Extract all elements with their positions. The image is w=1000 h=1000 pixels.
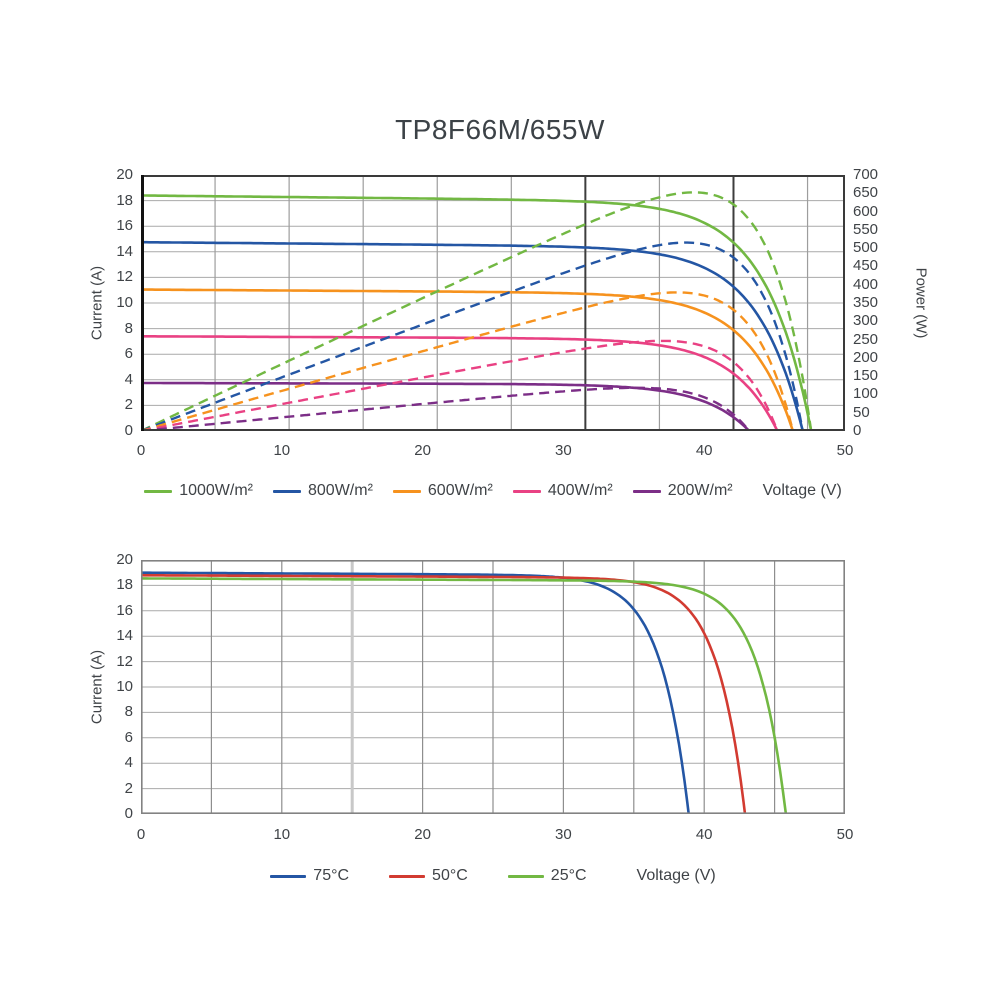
y-tick-label-right: 400 (853, 275, 879, 293)
y-tick-label-left: 16 (116, 217, 133, 235)
y-tick-label-left: 12 (116, 268, 133, 286)
x-tick-label: 30 (555, 442, 572, 459)
y-tick-label-left: 20 (116, 551, 133, 568)
x-axis-label: Voltage (V) (762, 482, 842, 499)
iv-curve (141, 194, 813, 431)
pv-curve-dashed (141, 241, 804, 431)
page-title: TP8F66M/655W (395, 114, 605, 145)
y-tick-label-right: 350 (853, 294, 879, 311)
legend-item-2: 50°C (389, 867, 468, 885)
y-tick-label-left: 18 (116, 191, 133, 209)
pv-curve-dashed (141, 386, 751, 431)
power-axis-label: Power (W) (912, 267, 930, 339)
iv-curve (141, 573, 747, 814)
legend-swatch (389, 874, 426, 878)
legend-item-3: 600W/m² (392, 482, 493, 500)
y-tick-label-right: 0 (853, 422, 862, 439)
y-tick-label-right: 300 (853, 312, 879, 330)
pv-curve-dashed (141, 339, 779, 431)
y-tick-label-right: 650 (853, 184, 879, 202)
y-tick-label-left: 12 (116, 652, 133, 670)
y-tick-label-right: 550 (853, 220, 879, 238)
x-tick-label: 0 (136, 442, 146, 459)
legend-item-1: 1000W/m² (144, 482, 253, 500)
y-tick-label-left: 0 (124, 805, 133, 822)
y-tick-label-right: 50 (853, 403, 870, 421)
legend-swatch (270, 874, 307, 878)
y-tick-label-right: 700 (853, 166, 879, 183)
y-tick-label-left: 8 (124, 319, 133, 337)
x-tick-label: 10 (273, 442, 291, 459)
iv-curve (141, 571, 691, 814)
legend-swatch (512, 489, 541, 493)
x-tick-label: 20 (414, 826, 431, 843)
legend-label: 50°C (432, 867, 468, 884)
y-tick-label-right: 150 (853, 367, 879, 385)
plot-border (141, 560, 845, 814)
irradiance-legend: 1000W/m² 800W/m² 600W/m² 400W/m² 200W/m² Volt… (141, 482, 845, 500)
x-tick-label: 40 (695, 442, 713, 459)
y-tick-label-left: 2 (124, 396, 133, 414)
legend-swatch (632, 489, 661, 493)
x-tick-label: 0 (136, 826, 146, 843)
y-tick-label-right: 450 (853, 257, 879, 275)
iv-curve (141, 335, 779, 431)
legend-item-1: 75°C (270, 867, 349, 885)
y-tick-label-left: 10 (116, 678, 133, 695)
legend-label: 200W/m² (667, 482, 733, 499)
x-tick-label: 30 (555, 826, 572, 843)
y-tick-label-left: 14 (116, 242, 133, 260)
x-tick-label: 40 (695, 826, 713, 843)
y-tick-label-right: 600 (853, 202, 879, 220)
x-tick-label: 20 (414, 442, 431, 459)
plot-area (141, 175, 845, 431)
legend-swatch (273, 489, 301, 493)
legend-swatch (392, 489, 421, 493)
y-tick-label-left: 16 (116, 601, 133, 619)
x-tick-label: 50 (836, 442, 854, 459)
y-tick-label-left: 10 (116, 294, 133, 311)
legend-label: 1000W/m² (179, 482, 253, 499)
legend-item-5: 200W/m² (632, 482, 733, 500)
y-tick-label-left: 6 (124, 345, 133, 363)
legend-label: 600W/m² (427, 482, 493, 499)
legend-swatch (144, 489, 173, 493)
y-tick-label-left: 20 (116, 166, 133, 183)
legend-label: 400W/m² (547, 482, 613, 499)
legend-item-4: 400W/m² (512, 482, 613, 500)
y-tick-label-right: 200 (853, 348, 879, 366)
y-tick-label-left: 6 (124, 728, 133, 746)
x-axis-label: Voltage (V) (636, 867, 716, 884)
plot-area (141, 560, 845, 814)
iv-curve (141, 381, 751, 431)
y-tick-label-left: 18 (116, 576, 133, 594)
pv-curve-dashed (141, 191, 813, 431)
y-tick-label-left: 4 (124, 754, 133, 772)
y-tick-label-right: 500 (853, 239, 879, 257)
iv-curve (141, 577, 788, 814)
y-tick-label-right: 250 (853, 330, 879, 348)
x-tick-label: 50 (836, 826, 854, 843)
y-tick-label-left: 8 (124, 703, 133, 721)
legend-swatch (507, 874, 544, 878)
legend-label: 75°C (313, 867, 350, 884)
pv-curve-dashed (141, 291, 795, 431)
y-tick-label-left: 4 (124, 370, 133, 388)
legend-label: 800W/m² (308, 482, 373, 499)
x-tick-label: 10 (273, 826, 291, 843)
y-tick-label-right: 100 (853, 385, 879, 403)
iv-curve (141, 288, 795, 431)
legend-item-3: 25°C (507, 867, 587, 885)
temperature-legend: 75°C 50°C 25°C Voltage (V) (141, 867, 845, 885)
y-tick-label-left: 0 (124, 422, 133, 439)
y-tick-label-left: 2 (124, 779, 133, 797)
legend-item-2: 800W/m² (273, 482, 373, 500)
y-tick-label-left: 14 (116, 627, 133, 645)
legend-label: 25°C (550, 867, 587, 884)
iv-curve (141, 240, 805, 431)
